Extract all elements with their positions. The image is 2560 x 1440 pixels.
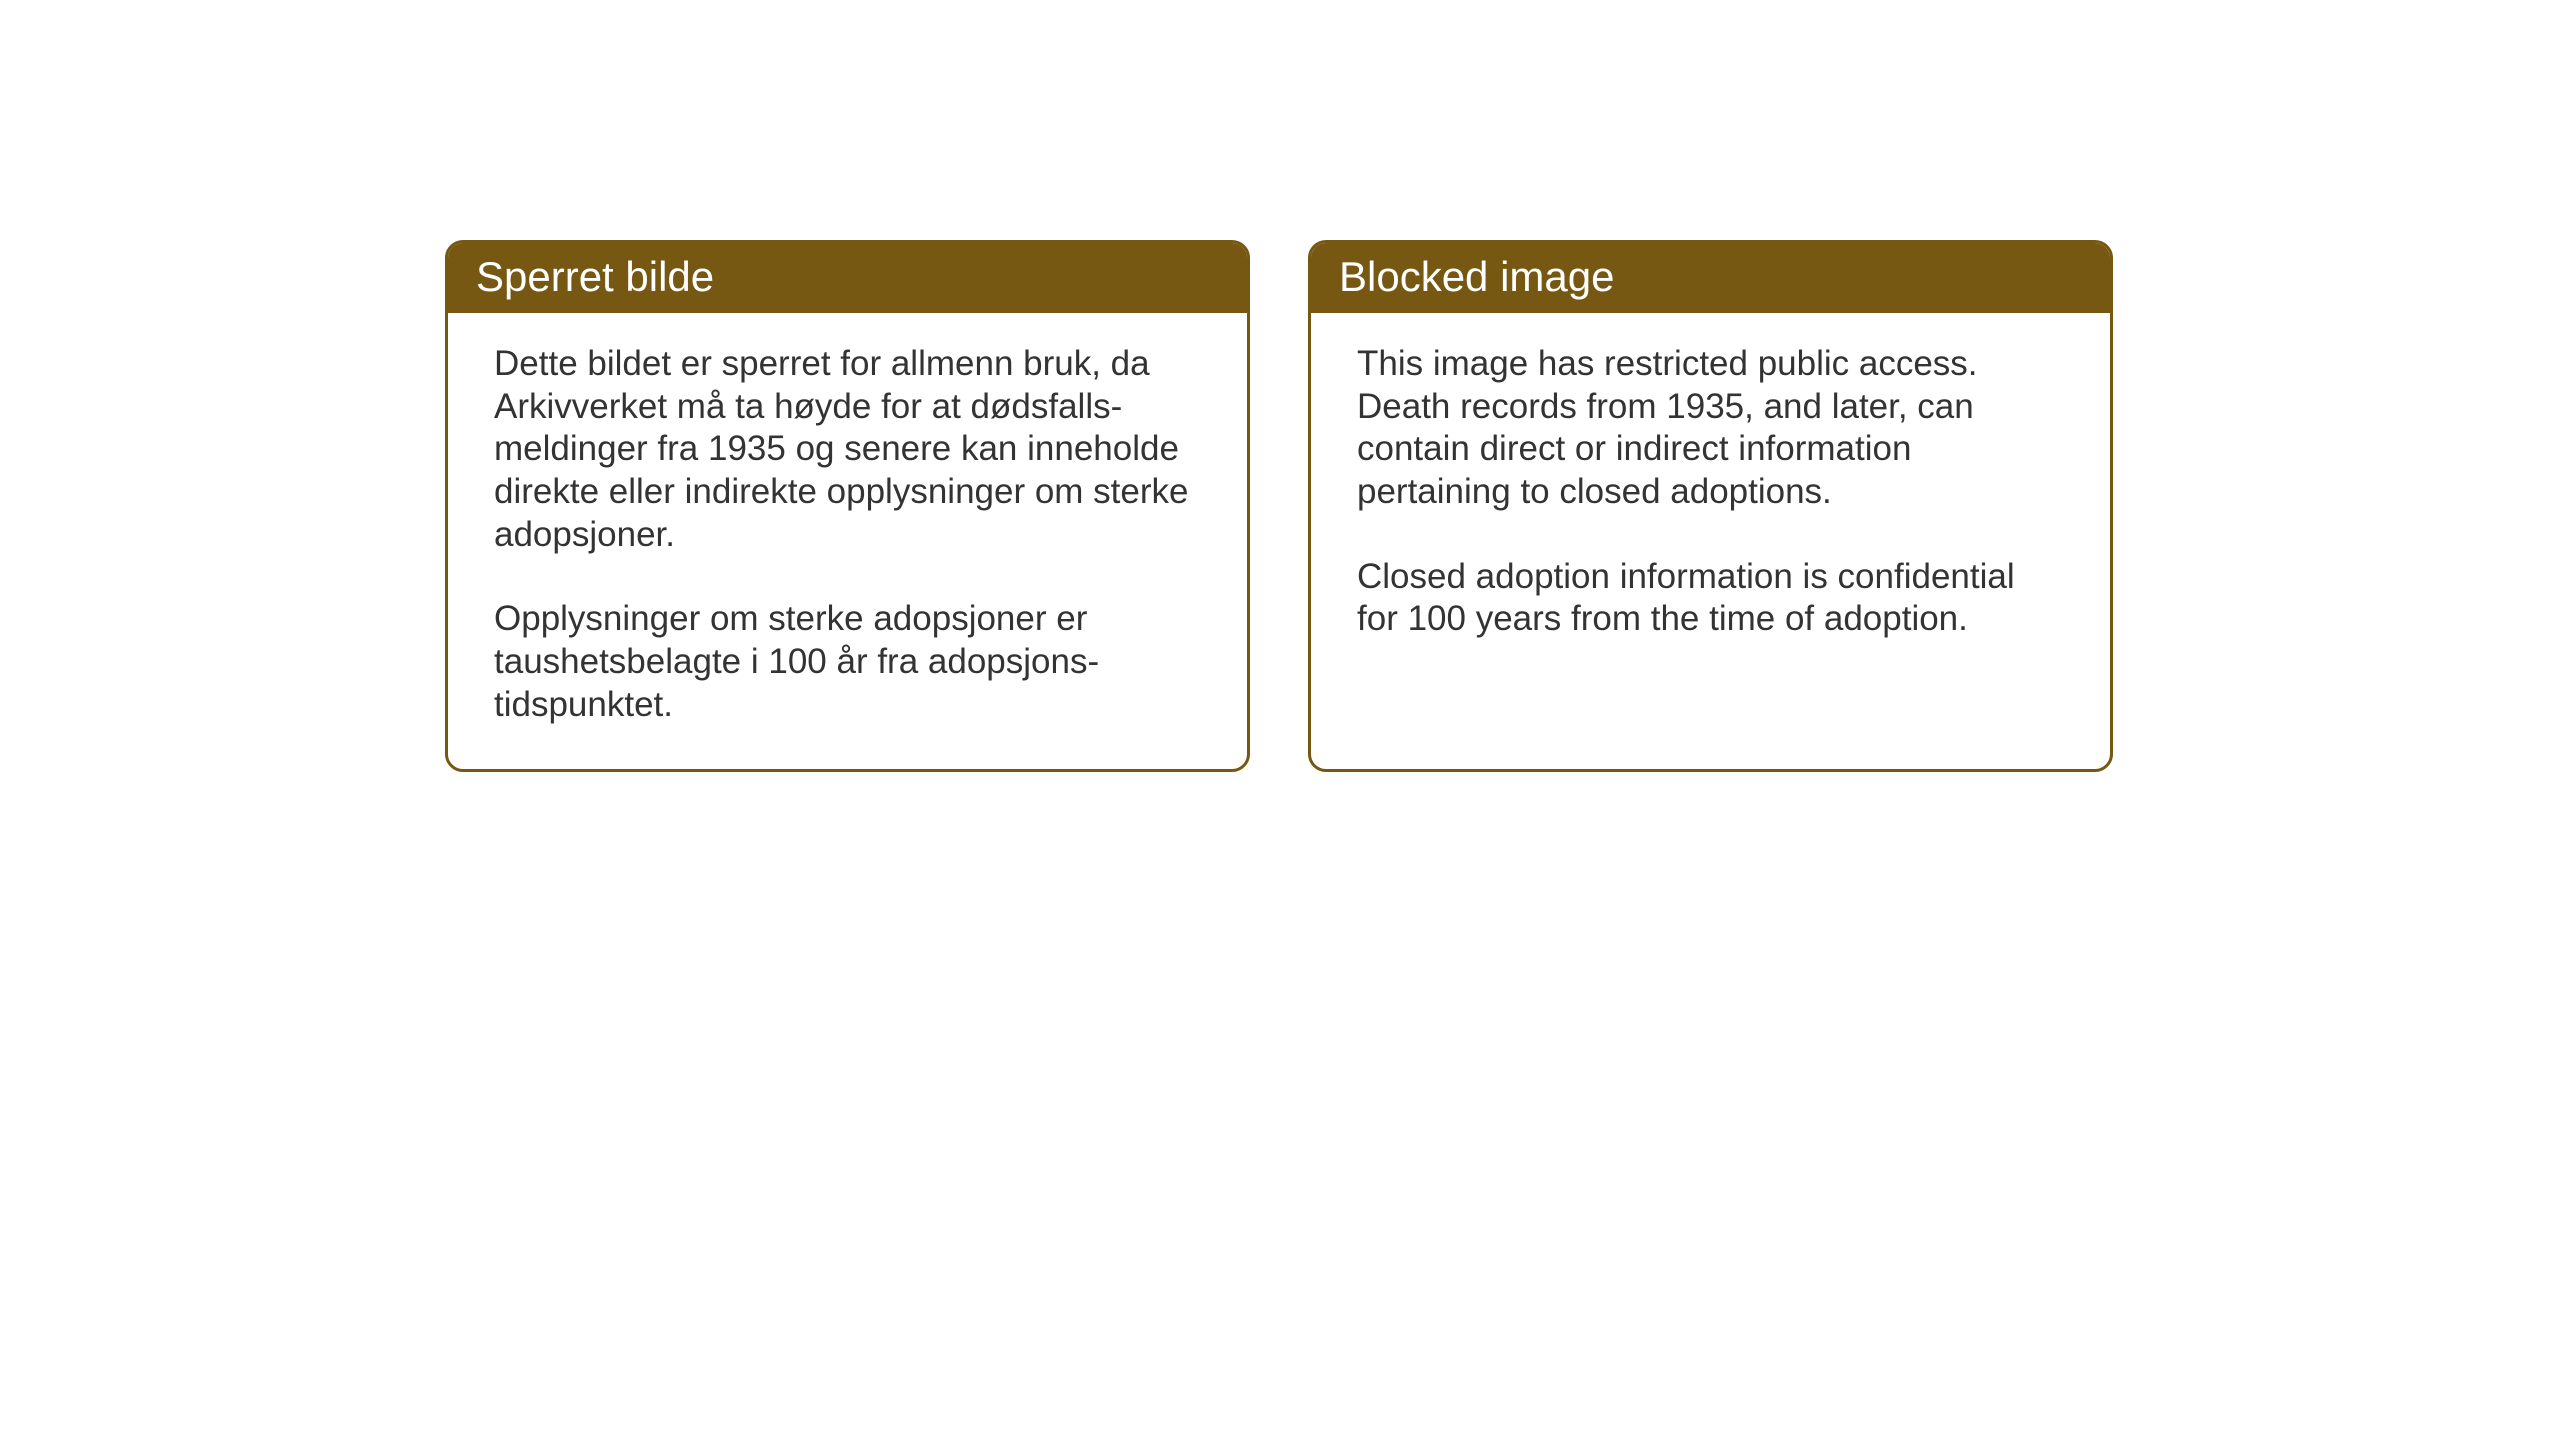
cards-container: Sperret bilde Dette bildet er sperret fo… xyxy=(445,240,2113,772)
card-norwegian-body: Dette bildet er sperret for allmenn bruk… xyxy=(448,313,1247,769)
card-english-title: Blocked image xyxy=(1339,253,1614,300)
card-english-header: Blocked image xyxy=(1311,243,2110,313)
card-english-paragraph-2: Closed adoption information is confident… xyxy=(1357,556,2064,641)
card-english-paragraph-1: This image has restricted public access.… xyxy=(1357,343,2064,514)
card-norwegian-title: Sperret bilde xyxy=(476,253,714,300)
card-norwegian-paragraph-1: Dette bildet er sperret for allmenn bruk… xyxy=(494,343,1201,556)
card-norwegian: Sperret bilde Dette bildet er sperret fo… xyxy=(445,240,1250,772)
card-english-body: This image has restricted public access.… xyxy=(1311,313,2110,683)
card-english: Blocked image This image has restricted … xyxy=(1308,240,2113,772)
card-norwegian-header: Sperret bilde xyxy=(448,243,1247,313)
card-norwegian-paragraph-2: Opplysninger om sterke adopsjoner er tau… xyxy=(494,598,1201,726)
